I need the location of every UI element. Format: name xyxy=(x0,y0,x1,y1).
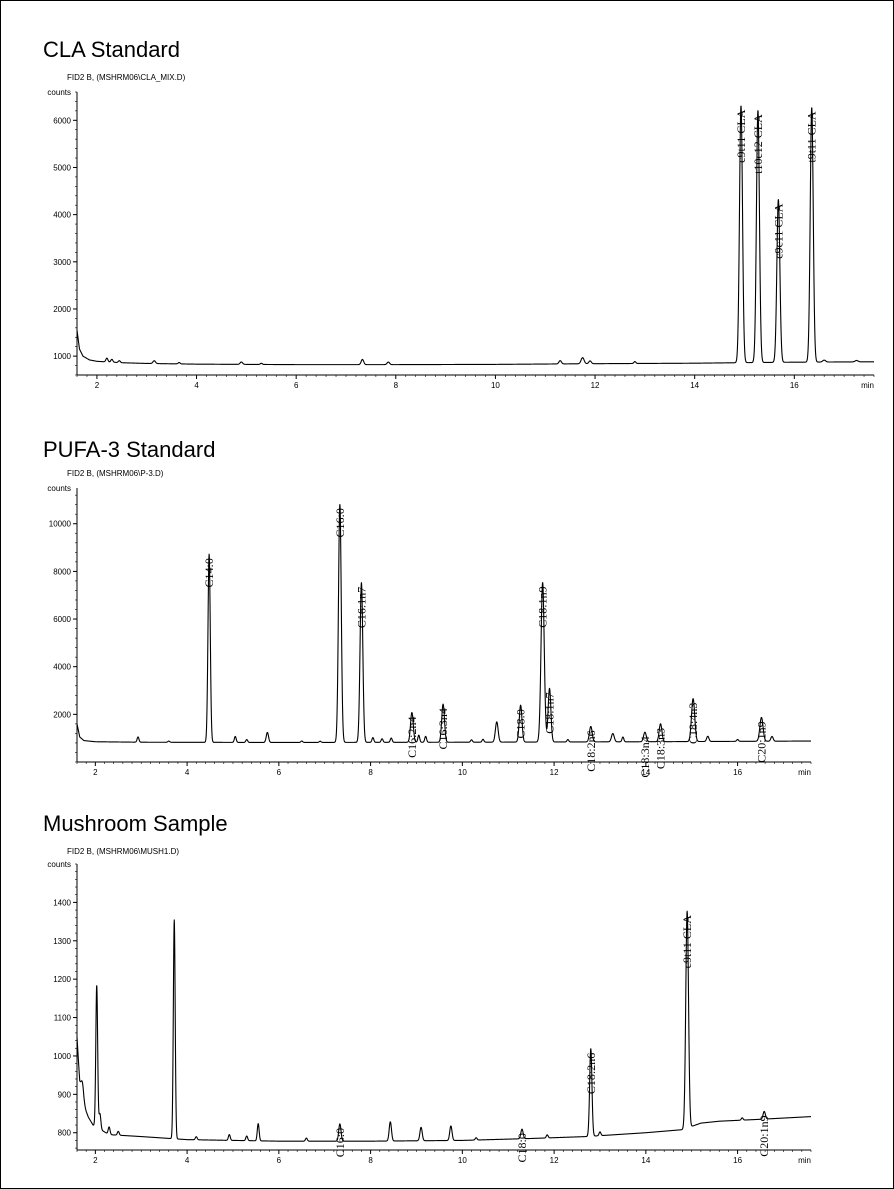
x-tick-label: 16 xyxy=(790,381,799,390)
peak-label: C16:0 xyxy=(333,508,347,537)
peak-label: t10c12 CLA xyxy=(751,114,765,174)
x-axis-label: min xyxy=(798,768,811,777)
x-tick-label: 10 xyxy=(491,381,500,390)
x-tick-label: 6 xyxy=(277,768,282,777)
y-tick-label: 1000 xyxy=(53,352,71,361)
peak-label: C18:2n6 xyxy=(584,1053,598,1094)
y-tick-label: 2000 xyxy=(53,710,71,719)
y-tick-label: 4000 xyxy=(53,211,71,220)
x-axis-label: min xyxy=(861,381,874,390)
y-tick-label: 1000 xyxy=(53,1052,71,1061)
x-axis-label: min xyxy=(798,1156,811,1165)
chromatogram-mushroom-sample: counts min 800 900 1000 1100 1200 1300 1400 2 4 6 8 1… xyxy=(47,860,812,1165)
chart-subtitle: FID2 B, (MSHRM06\CLA_MIX.D) xyxy=(67,73,186,82)
peak-label: C18:3n3 xyxy=(654,728,668,769)
x-tick-label: 2 xyxy=(95,381,100,390)
chart-title: CLA Standard xyxy=(43,37,180,62)
y-tick-label: 6000 xyxy=(53,615,71,624)
y-tick-label: 5000 xyxy=(53,163,71,172)
x-tick-label: 8 xyxy=(368,768,373,777)
x-tick-label: 14 xyxy=(641,768,650,777)
peak-label: C16:3n4 xyxy=(436,708,450,749)
chromatogram-cla-standard: counts min 1000 2000 3000 4000 5000 6000 2 4 6 8 10 1… xyxy=(47,88,875,390)
y-tick-label: 2000 xyxy=(53,305,71,314)
peak-label: C18:1n7 xyxy=(543,692,557,733)
y-axis-label: counts xyxy=(47,484,71,493)
x-tick-label: 16 xyxy=(733,768,742,777)
x-tick-label: 14 xyxy=(690,381,699,390)
y-tick-label: 4000 xyxy=(53,663,71,672)
x-tick-label: 6 xyxy=(294,381,299,390)
y-tick-label: 10000 xyxy=(49,520,72,529)
x-tick-label: 12 xyxy=(550,768,559,777)
x-tick-label: 10 xyxy=(458,768,467,777)
chart-title: Mushroom Sample xyxy=(43,811,228,836)
peak-label: C18:2n6 xyxy=(584,730,598,771)
x-tick-label: 8 xyxy=(394,381,399,390)
peak-label: C16:1n7 xyxy=(354,587,368,628)
peak-label: c9t11 CLA xyxy=(680,915,694,969)
chromatogram-trace xyxy=(76,105,875,366)
x-tick-label: 4 xyxy=(185,1156,190,1165)
x-tick-label: 12 xyxy=(591,381,600,390)
peak-label: t9t11 CLA xyxy=(805,111,819,163)
y-tick-label: 900 xyxy=(58,1090,72,1099)
y-tick-label: 1300 xyxy=(53,937,71,946)
peak-label: C18:0 xyxy=(515,1133,529,1162)
y-tick-label: 1200 xyxy=(53,975,71,984)
y-tick-label: 6000 xyxy=(53,116,71,125)
peak-label: C20:1n9 xyxy=(754,721,768,762)
x-tick-label: 2 xyxy=(93,1156,98,1165)
y-axis-label: counts xyxy=(47,860,71,869)
peak-label: c9t11 CLA xyxy=(734,109,748,163)
chart-subtitle: FID2 B, (MSHRM06\MUSH1.D) xyxy=(67,847,180,856)
peak-label: C16:0 xyxy=(333,1128,347,1157)
x-tick-label: 16 xyxy=(733,1156,742,1165)
chromatogram-trace xyxy=(76,504,812,744)
peak-label: C18:1n9 xyxy=(536,586,550,627)
x-tick-label: 10 xyxy=(458,1156,467,1165)
peak-label: C18:3n4 xyxy=(638,736,652,777)
peak-label: C16:2n4 xyxy=(405,717,419,758)
y-tick-label: 1100 xyxy=(54,1014,72,1023)
y-axis-label: counts xyxy=(47,88,71,97)
y-tick-label: 800 xyxy=(58,1129,72,1138)
chart-title: PUFA-3 Standard xyxy=(43,437,216,462)
x-tick-label: 4 xyxy=(185,768,190,777)
peak-label: c9c11 CLA xyxy=(771,203,785,259)
chromatogram-pufa3-standard: counts min 2000 4000 6000 8000 10000 2 4 6 8 10 12 14… xyxy=(47,484,812,778)
peak-label: C14:0 xyxy=(202,558,216,587)
x-tick-label: 6 xyxy=(277,1156,282,1165)
x-tick-label: 14 xyxy=(641,1156,650,1165)
x-tick-label: 8 xyxy=(368,1156,373,1165)
x-tick-label: 4 xyxy=(194,381,199,390)
x-tick-label: 12 xyxy=(550,1156,559,1165)
x-tick-label: 2 xyxy=(93,768,98,777)
y-tick-label: 3000 xyxy=(53,258,71,267)
chromatogram-trace xyxy=(76,910,812,1142)
peak-label: C20:1n9 xyxy=(757,1115,771,1156)
chart-subtitle: FID2 B, (MSHRM06\P-3.D) xyxy=(67,469,164,478)
y-tick-label: 8000 xyxy=(53,567,71,576)
peak-label: C18:4n3 xyxy=(686,703,700,744)
peak-label: C18:0 xyxy=(514,709,528,738)
y-tick-label: 1400 xyxy=(53,898,71,907)
